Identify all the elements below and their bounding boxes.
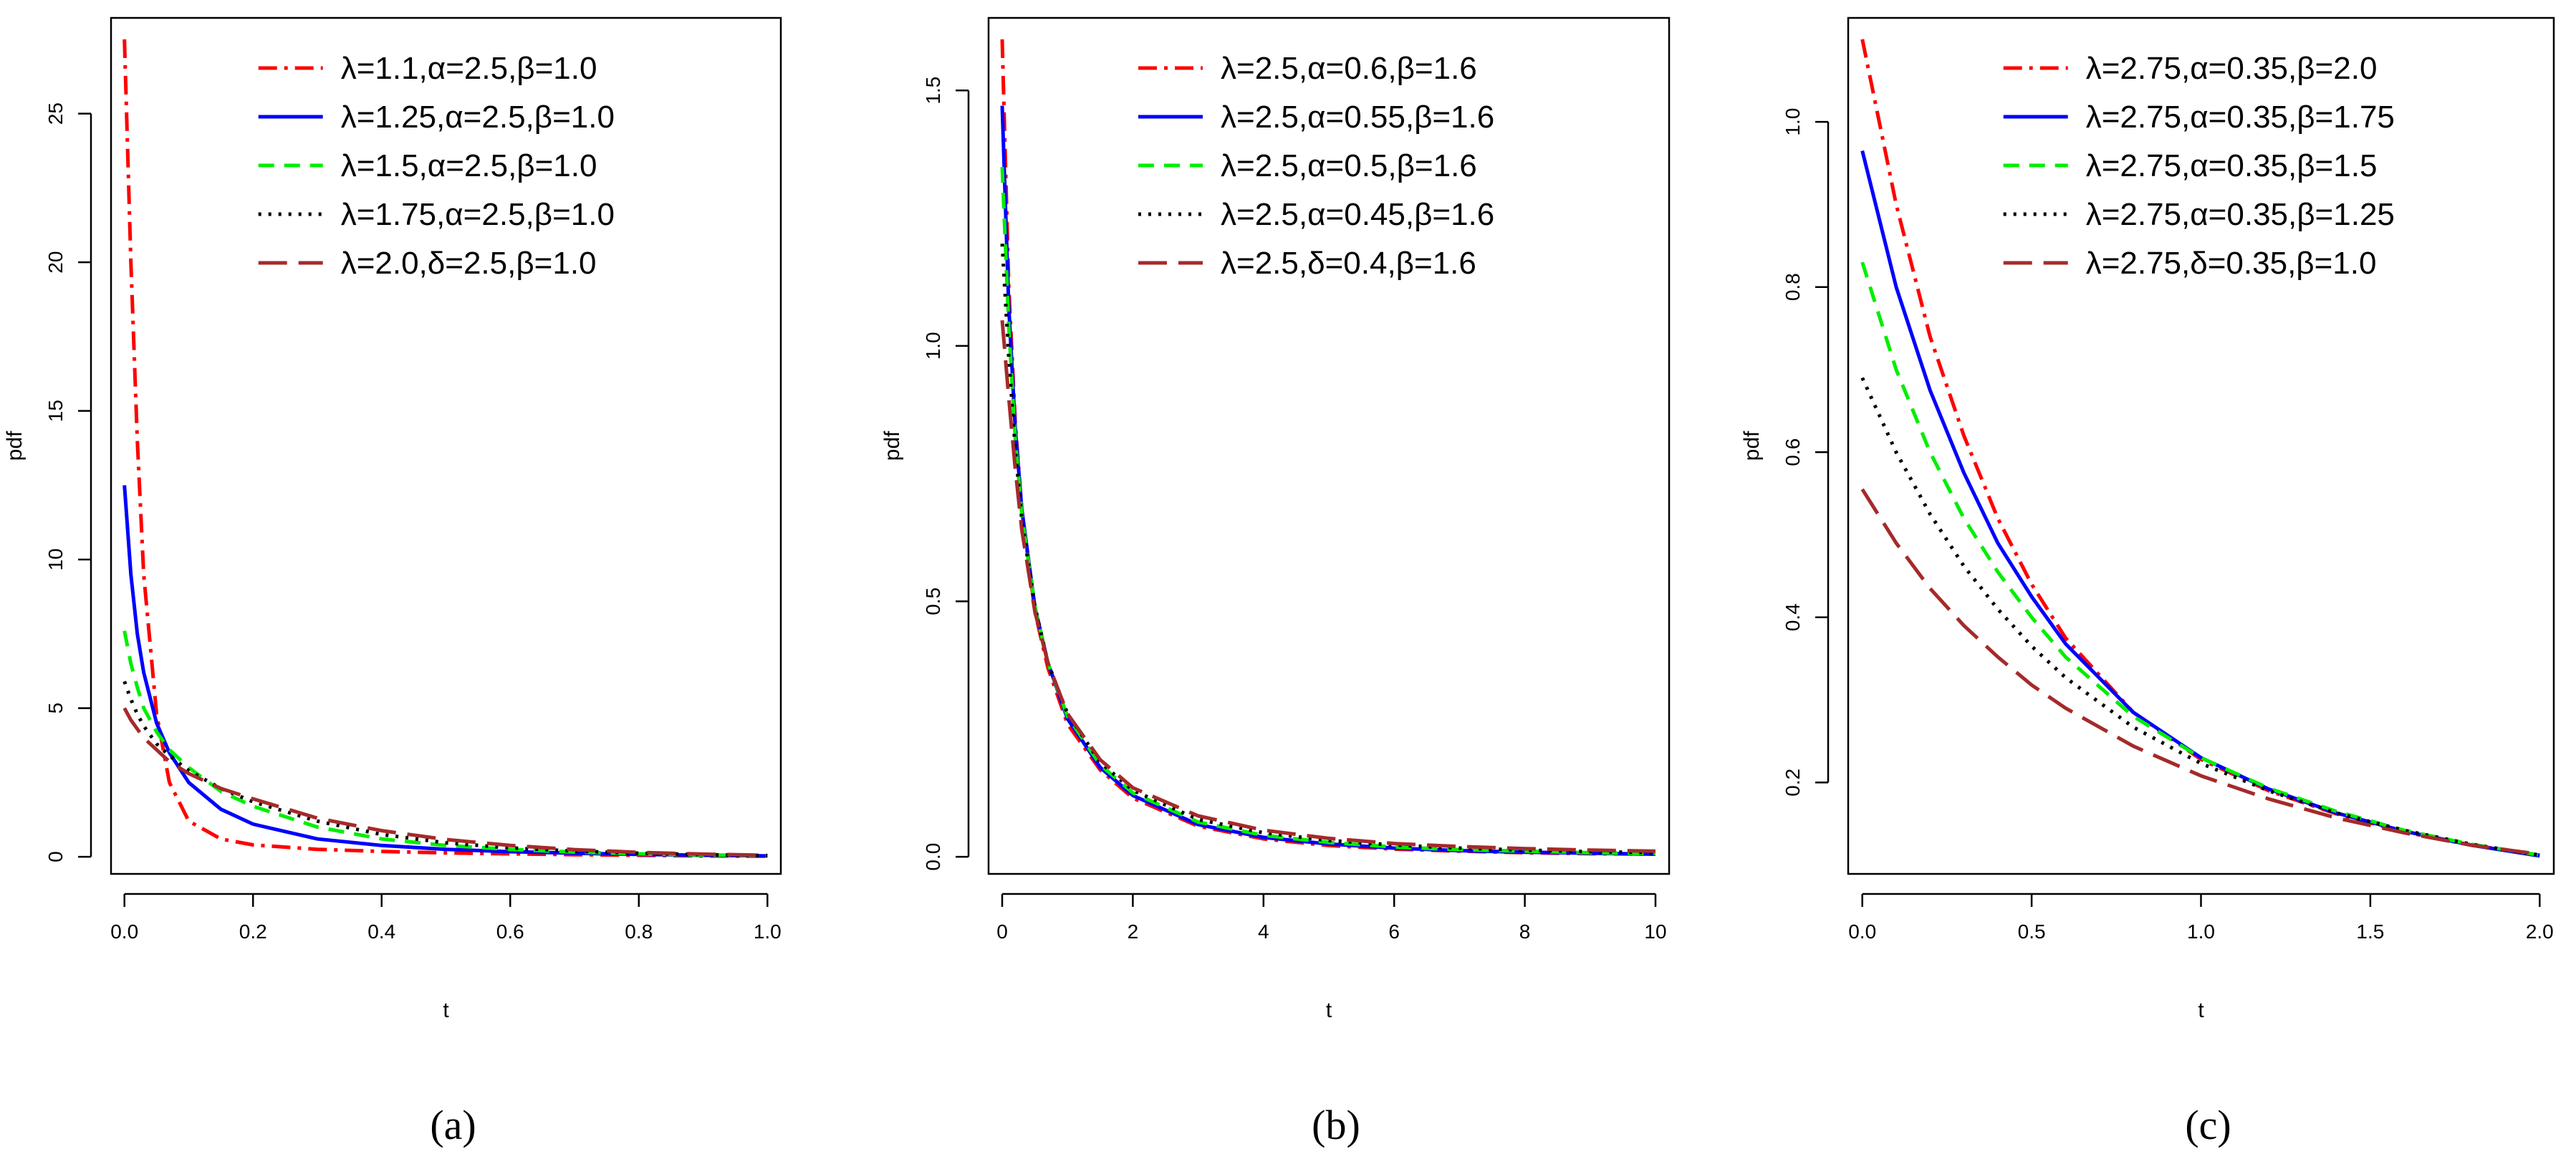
- legend-entry: λ=2.75,α=0.35,β=1.5: [2086, 148, 2378, 183]
- panel-caption: (b): [1312, 1102, 1360, 1148]
- y-tick-label: 0.4: [1782, 603, 1804, 631]
- series-line-3: [122, 630, 768, 857]
- x-tick-label: 10: [1644, 920, 1666, 943]
- series-line-2: [1860, 150, 2540, 858]
- legend-entry: λ=1.1,α=2.5,β=1.0: [341, 51, 597, 86]
- x-tick-label: 2: [1128, 920, 1139, 943]
- y-axis-title: pdf: [3, 431, 27, 461]
- y-tick-label: 0.0: [922, 843, 944, 871]
- x-axis-title: t: [443, 999, 449, 1022]
- y-tick-label: 1.0: [922, 332, 944, 360]
- y-tick-label: 0.5: [922, 587, 944, 615]
- x-tick-label: 0.6: [496, 920, 524, 943]
- legend-entry: λ=2.75,α=0.35,β=2.0: [2086, 51, 2378, 86]
- x-tick-label: 8: [1519, 920, 1531, 943]
- legend-entry: λ=2.5,α=0.5,β=1.6: [1221, 148, 1477, 183]
- chart-panel-3: 0.0 0.5 1.0 1.5 2.0 0.2 0.4 0.6 0.8 1.0 t pdf λ=2.75…: [1740, 16, 2555, 1148]
- panel-caption: (c): [2185, 1102, 2231, 1148]
- y-tick-label: 1.5: [922, 77, 944, 105]
- x-tick-label: 0.0: [110, 920, 138, 943]
- y-tick-label: 1.0: [1782, 108, 1804, 136]
- series-line-4: [122, 680, 768, 857]
- x-tick-label: 2.0: [2526, 920, 2554, 943]
- legend-entry: λ=2.5,α=0.6,β=1.6: [1221, 51, 1477, 86]
- x-tick-label: 0: [996, 920, 1008, 943]
- y-tick-label: 10: [44, 549, 67, 571]
- x-tick-label: 0.8: [625, 920, 653, 943]
- y-tick-label: 0.8: [1782, 273, 1804, 301]
- series-line-5: [1000, 319, 1656, 853]
- x-tick-label: 0.4: [367, 920, 395, 943]
- y-tick-label: 20: [44, 251, 67, 274]
- legend-entry: λ=2.5,α=0.55,β=1.6: [1221, 100, 1494, 135]
- y-tick-label: 0.6: [1782, 438, 1804, 466]
- legend-entry: λ=1.75,α=2.5,β=1.0: [341, 197, 615, 232]
- y-tick-label: 15: [44, 400, 67, 422]
- series-line-4: [1860, 377, 2540, 857]
- series-line-3: [1860, 261, 2540, 857]
- series-line-5: [122, 707, 768, 857]
- legend-entry: λ=2.75,δ=0.35,β=1.0: [2086, 246, 2377, 281]
- series-line-2: [122, 485, 768, 858]
- y-axis-title: pdf: [880, 431, 904, 461]
- plot-frame: [1847, 16, 2555, 875]
- y-tick-label: 0: [44, 851, 67, 862]
- chart-panel-2: 0 2 4 6 8 10 0.0 0.5 1.0 1.5 t pdf λ=2.5,α=0.6,β=1.6…: [880, 16, 1671, 1148]
- legend-entry: λ=2.5,α=0.45,β=1.6: [1221, 197, 1494, 232]
- panel-caption: (a): [430, 1102, 476, 1148]
- y-tick-label: 25: [44, 102, 67, 125]
- legend-entry: λ=2.5,δ=0.4,β=1.6: [1221, 246, 1476, 281]
- legend-entry: λ=2.0,δ=2.5,β=1.0: [341, 246, 597, 281]
- legend-entry: λ=2.75,α=0.35,β=1.25: [2086, 197, 2395, 232]
- x-tick-label: 0.2: [239, 920, 267, 943]
- x-axis-title: t: [2198, 999, 2204, 1022]
- y-tick-label: 0.2: [1782, 769, 1804, 797]
- x-tick-label: 0.0: [1848, 920, 1876, 943]
- y-axis-title: pdf: [1740, 431, 1764, 461]
- chart-panel-1: 0.0 0.2 0.4 0.6 0.8 1.0 0 5 10 15 20 25 t pdf λ=1.1,α=…: [3, 16, 782, 1148]
- x-tick-label: 1.5: [2356, 920, 2384, 943]
- x-tick-label: 6: [1388, 920, 1400, 943]
- series-line-5: [1860, 488, 2540, 857]
- y-tick-label: 5: [44, 703, 67, 714]
- legend-entry: λ=2.75,α=0.35,β=1.75: [2086, 100, 2395, 135]
- x-tick-label: 1.0: [2187, 920, 2215, 943]
- x-tick-label: 4: [1258, 920, 1269, 943]
- legend-entry: λ=1.5,α=2.5,β=1.0: [341, 148, 597, 183]
- series-line-1: [122, 39, 768, 858]
- plot-frame: [110, 16, 782, 875]
- plot-frame: [987, 16, 1671, 875]
- x-tick-label: 0.5: [2018, 920, 2046, 943]
- legend-entry: λ=1.25,α=2.5,β=1.0: [341, 100, 615, 135]
- x-axis-title: t: [1326, 999, 1332, 1022]
- x-tick-label: 1.0: [754, 920, 782, 943]
